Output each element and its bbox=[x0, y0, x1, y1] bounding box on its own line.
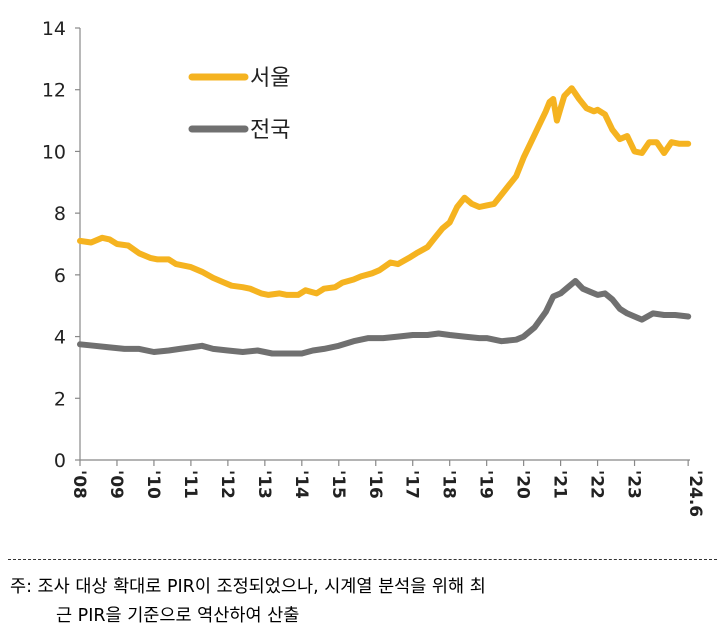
note-divider bbox=[8, 559, 717, 560]
pir-line-chart: 0 2 4 6 8 10 12 14 '08 '09 '10 '11 '12 '13 '14 '15 '16 '1… bbox=[42, 18, 705, 517]
footnote-line-2: 근 PIR을 기준으로 역산하여 산출 bbox=[56, 606, 300, 626]
legend-label: 서울 bbox=[250, 66, 290, 91]
footnote: 주: 조사 대상 확대로 PIR이 조정되었으나, 시계열 분석을 위해 최 근… bbox=[10, 573, 715, 631]
chart-axes: 0 2 4 6 8 10 12 14 '08 '09 '10 '11 '12 '13 '14 '15 '16 '1… bbox=[42, 18, 705, 517]
x-tick-label: '08 bbox=[69, 470, 89, 499]
x-tick-label: '24.6 bbox=[685, 470, 705, 517]
legend-label: 전국 bbox=[250, 118, 290, 143]
x-tick-label: '19 bbox=[476, 470, 496, 499]
y-tick-label: 4 bbox=[54, 327, 66, 349]
chart-lines bbox=[77, 85, 692, 357]
x-tick-label: '17 bbox=[402, 470, 422, 499]
y-tick-label: 12 bbox=[42, 80, 66, 102]
footnote-line-1: 주: 조사 대상 확대로 PIR이 조정되었으나, 시계열 분석을 위해 최 bbox=[10, 577, 486, 597]
y-tick-label: 10 bbox=[42, 141, 66, 163]
y-tick-label: 2 bbox=[54, 388, 66, 410]
x-tick-label: '16 bbox=[365, 470, 385, 499]
y-tick-label: 14 bbox=[42, 18, 66, 40]
x-tick-label: '23 bbox=[624, 470, 644, 499]
x-tick-label: '09 bbox=[106, 470, 126, 499]
x-tick-label: '20 bbox=[513, 470, 533, 499]
y-tick-label: 0 bbox=[54, 450, 66, 472]
x-tick-label: '22 bbox=[587, 470, 607, 499]
y-tick-label: 8 bbox=[54, 203, 66, 225]
y-tick-label: 6 bbox=[54, 265, 66, 287]
x-tick-label: '11 bbox=[180, 470, 200, 499]
series-line-national bbox=[77, 278, 692, 357]
x-tick-label: '13 bbox=[254, 470, 274, 499]
x-tick-label: '10 bbox=[143, 470, 163, 499]
x-tick-label: '18 bbox=[439, 470, 459, 499]
series-line-seoul bbox=[77, 85, 692, 298]
x-tick-label: '14 bbox=[291, 470, 311, 499]
x-tick-label: '12 bbox=[217, 470, 237, 499]
x-tick-label: '21 bbox=[550, 470, 570, 499]
x-tick-label: '15 bbox=[328, 470, 348, 499]
